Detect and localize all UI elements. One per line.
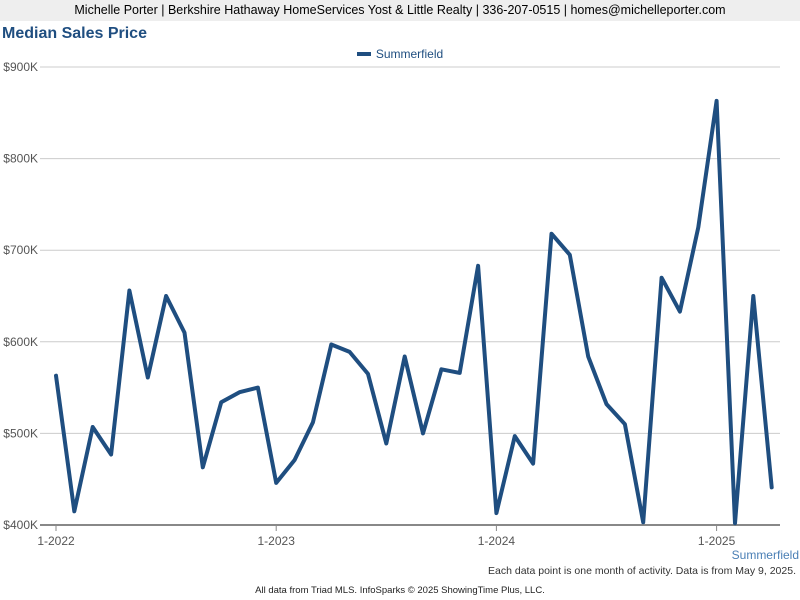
series-line-summerfield[interactable] — [54, 98, 774, 526]
x-axis-ticks: 1-2022 1-2023 1-2024 1-2025 — [37, 525, 736, 548]
y-tick-label: $900K — [3, 60, 38, 74]
chart-legend[interactable]: Summerfield — [0, 47, 800, 61]
x-tick-label: 1-2023 — [258, 534, 296, 548]
legend-swatch — [356, 51, 371, 56]
y-tick-label: $700K — [3, 243, 38, 257]
x-tick-label: 1-2024 — [478, 534, 516, 548]
agent-contact-bar: Michelle Porter | Berkshire Hathaway Hom… — [0, 0, 800, 21]
y-tick-label: $500K — [3, 426, 38, 440]
footer-credit: All data from Triad MLS. InfoSparks © 20… — [255, 585, 545, 596]
gridlines — [40, 66, 780, 526]
y-tick-label: $800K — [3, 152, 38, 166]
x-tick-label: 1-2025 — [698, 534, 736, 548]
y-axis-ticks: $400K $500K $600K $700K $800K $900K — [3, 60, 38, 532]
x-tick-label: 1-2022 — [37, 534, 75, 548]
data-note: Each data point is one month of activity… — [488, 565, 796, 577]
y-tick-label: $400K — [3, 518, 38, 532]
x-axis-area-label: Summerfield — [732, 548, 799, 562]
legend-label: Summerfield — [375, 47, 444, 61]
chart-title: Median Sales Price — [2, 25, 147, 42]
y-tick-label: $600K — [3, 335, 38, 349]
